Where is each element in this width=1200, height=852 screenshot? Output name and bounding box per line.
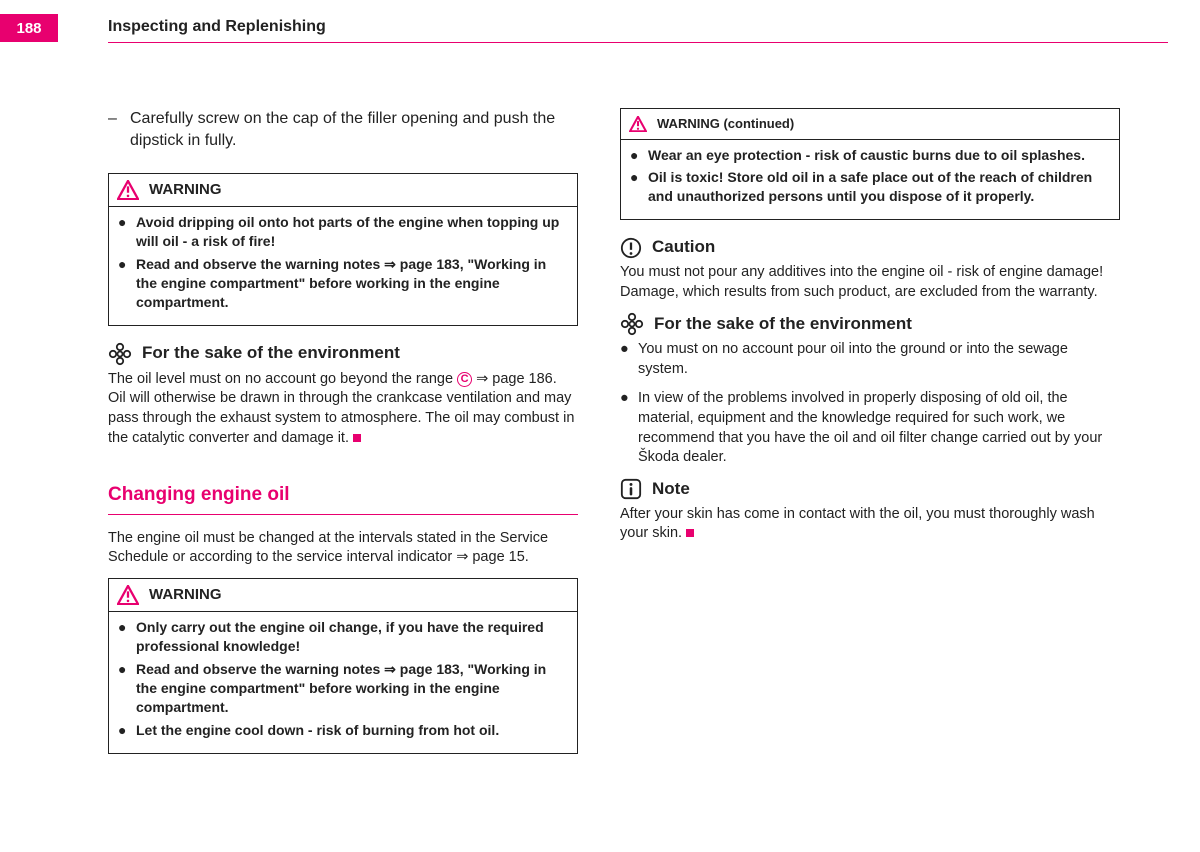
env-right-body: ● You must on no account pour oil into t… — [620, 340, 1120, 467]
note-heading: Note — [620, 478, 1120, 501]
warning-box-2: WARNING ● Only carry out the engine oil … — [108, 578, 578, 754]
warning1-bullet2: Read and observe the warning notes ⇒ pag… — [136, 255, 568, 312]
caution-title: Caution — [652, 236, 715, 259]
section-title: Changing engine oil — [108, 482, 578, 508]
warning-triangle-icon — [117, 180, 139, 200]
note-title: Note — [652, 478, 690, 501]
warning-box-continued: WARNING (continued) ● Wear an eye protec… — [620, 108, 1120, 220]
env-right-bullet1: You must on no account pour oil into the… — [638, 340, 1120, 379]
flower-icon — [108, 342, 132, 366]
caution-text: You must not pour any additives into the… — [620, 263, 1120, 302]
ref-circle-c: C — [457, 372, 472, 387]
caution-heading: Caution — [620, 236, 1120, 259]
info-square-icon — [620, 478, 642, 500]
warning-body: ● Wear an eye protection - risk of caust… — [621, 140, 1119, 220]
env-right-bullet2: In view of the problems involved in prop… — [638, 389, 1120, 467]
environment-title: For the sake of the environment — [142, 342, 400, 365]
warning-body: ● Only carry out the engine oil change, … — [109, 612, 577, 752]
environment-heading: For the sake of the environment — [108, 342, 578, 366]
content-columns: – Carefully screw on the cap of the fill… — [108, 108, 1168, 770]
warning-header: WARNING — [109, 579, 577, 612]
warning-cont-bullet1: Wear an eye protection - risk of caustic… — [648, 146, 1085, 165]
warning-body: ● Avoid dripping oil onto hot parts of t… — [109, 207, 577, 324]
warning-header: WARNING (continued) — [621, 109, 1119, 140]
warning-box-1: WARNING ● Avoid dripping oil onto hot pa… — [108, 173, 578, 326]
warning2-bullet3: Let the engine cool down - risk of burni… — [136, 721, 499, 740]
environment-title-right: For the sake of the environment — [654, 313, 912, 336]
header-rule — [108, 42, 1168, 43]
step-item: – Carefully screw on the cap of the fill… — [108, 108, 578, 151]
warning-title: WARNING — [149, 180, 222, 200]
section-rule — [108, 514, 578, 515]
right-column: WARNING (continued) ● Wear an eye protec… — [620, 108, 1120, 770]
warning-triangle-icon — [629, 116, 647, 132]
note-text: After your skin has come in contact with… — [620, 505, 1120, 544]
page-title: Inspecting and Replenishing — [108, 18, 326, 36]
environment-text: The oil level must on no account go beyo… — [108, 370, 578, 448]
warning-cont-title: WARNING (continued) — [657, 115, 794, 133]
warning-header: WARNING — [109, 174, 577, 207]
warning1-bullet1: Avoid dripping oil onto hot parts of the… — [136, 213, 568, 251]
warning2-bullet2: Read and observe the warning notes ⇒ pag… — [136, 660, 568, 717]
section-intro: The engine oil must be changed at the in… — [108, 529, 578, 568]
left-column: – Carefully screw on the cap of the fill… — [108, 108, 578, 770]
end-square-icon — [686, 529, 694, 537]
flower-icon — [620, 312, 644, 336]
warning-title: WARNING — [149, 585, 222, 605]
warning-triangle-icon — [117, 585, 139, 605]
caution-exclaim-icon — [620, 237, 642, 259]
page-number-tab: 188 — [0, 14, 58, 42]
warning-cont-bullet2: Oil is toxic! Store old oil in a safe pl… — [648, 168, 1110, 206]
warning2-bullet1: Only carry out the engine oil change, if… — [136, 618, 568, 656]
environment-heading-right: For the sake of the environment — [620, 312, 1120, 336]
step-text: Carefully screw on the cap of the filler… — [130, 108, 578, 151]
end-square-icon — [353, 434, 361, 442]
step-dash: – — [108, 108, 130, 151]
